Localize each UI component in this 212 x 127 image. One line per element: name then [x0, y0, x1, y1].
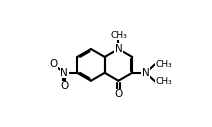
- Text: CH₃: CH₃: [155, 77, 172, 86]
- Text: N: N: [60, 68, 68, 78]
- Text: CH₃: CH₃: [155, 60, 172, 69]
- Text: CH₃: CH₃: [110, 31, 127, 40]
- Text: N: N: [142, 68, 149, 78]
- Text: O: O: [60, 81, 68, 91]
- Text: O: O: [49, 59, 57, 69]
- Text: N: N: [114, 44, 122, 54]
- Text: O: O: [114, 89, 123, 99]
